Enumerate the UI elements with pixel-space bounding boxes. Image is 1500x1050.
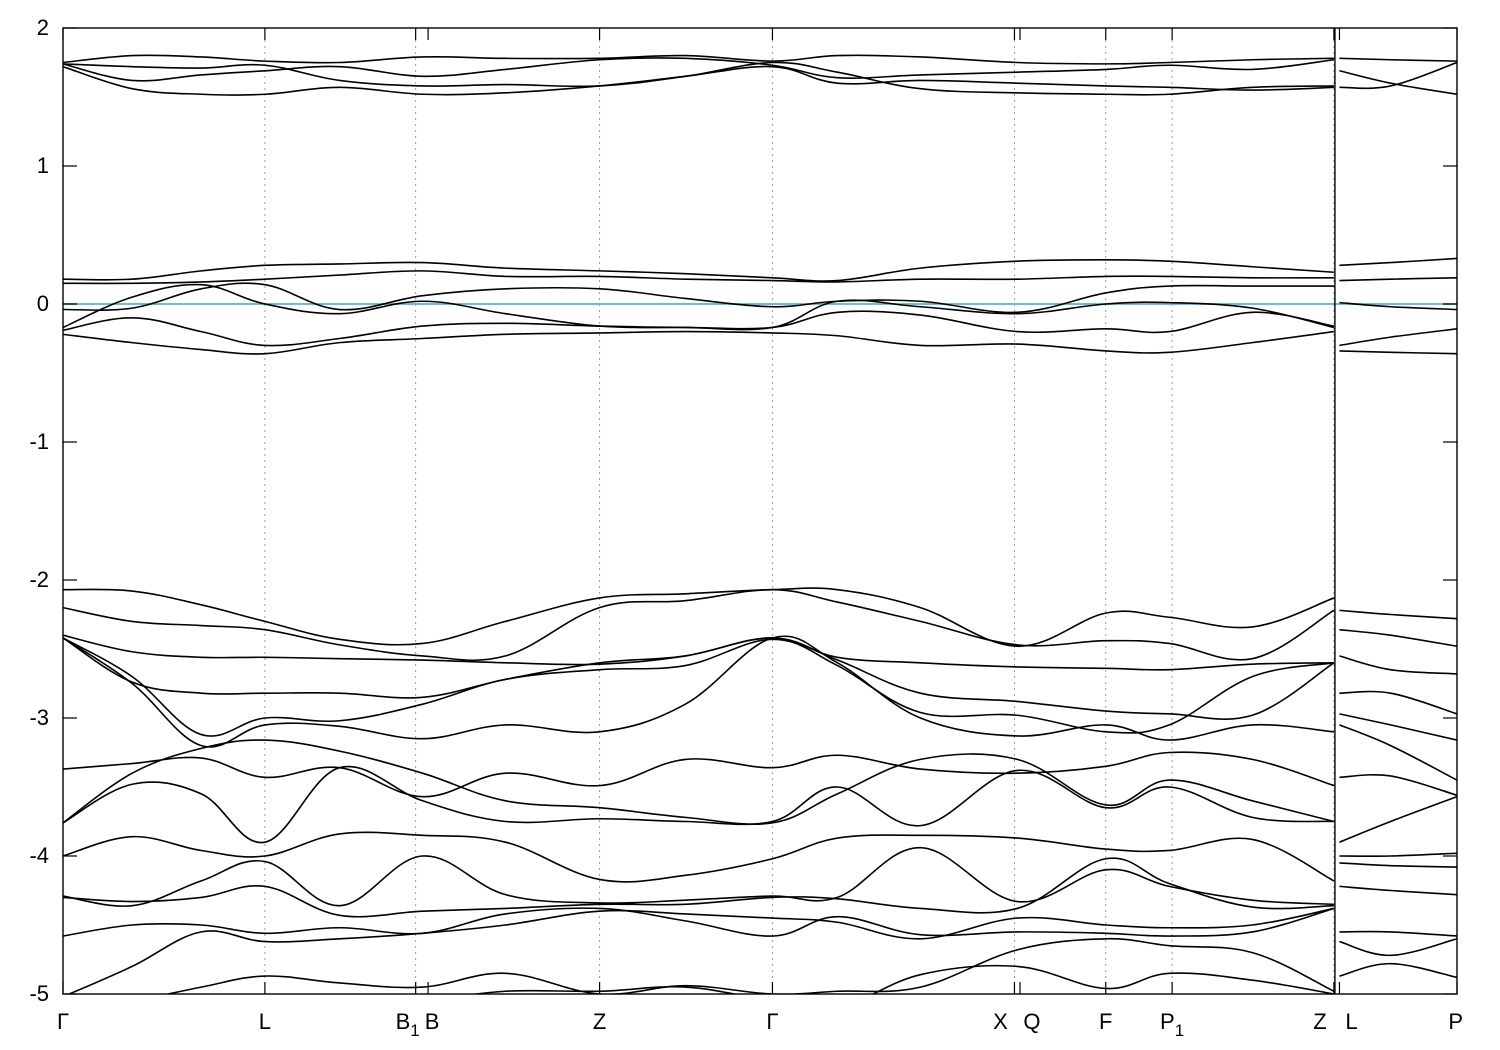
band-line [1339,795,1457,843]
band-line [1339,962,1457,979]
band-line [1339,773,1457,797]
y-tick-label: -4 [29,843,49,868]
y-tick-label: 0 [37,291,49,316]
band-line [67,907,1335,994]
band-line [63,846,1334,907]
band-line [164,937,1335,994]
band-line [63,765,1334,844]
plot-border [62,27,1458,995]
band-line [63,259,1334,282]
band-line [1339,690,1457,715]
band-line [1339,852,1457,858]
band-line [63,587,1335,648]
band-line [1339,301,1457,311]
band-line [1339,276,1457,282]
x-axis-ticks: Γ L B1 B Z Γ X Q F P1 Z L P [57,28,1463,1040]
y-tick-label: -5 [29,981,49,1006]
band-line [1339,655,1457,675]
band-line [63,857,1334,918]
x-tick-label: B1 [396,1009,420,1040]
band-line [63,637,1335,737]
band-line [63,282,1334,314]
band-line [1339,70,1457,96]
x-tick-label: L [259,1009,271,1034]
band-lines [63,54,1457,994]
x-tick-label: L [1345,1009,1357,1034]
band-line [63,310,1335,347]
band-line [1339,930,1457,937]
band-line [63,751,1335,798]
x-tick-label: P1 [1160,1009,1184,1040]
band-line [63,635,1334,748]
band-line [63,54,1334,65]
band-line [1339,885,1457,896]
x-tick-label: Z [1313,1009,1326,1034]
x-tick-label: Z [593,1009,606,1034]
band-line [1339,724,1457,781]
x-tick-label: Q [1023,1009,1040,1034]
x-tick-label: F [1099,1009,1112,1034]
band-line [63,330,1335,355]
band-line [1339,328,1457,347]
band-line [1339,938,1457,957]
band-line [63,907,1335,937]
y-axis-ticks: 2 1 0 -1 -2 -3 -4 -5 [29,15,1457,1006]
band-line [1339,628,1457,648]
y-tick-label: -3 [29,705,49,730]
x-tick-label: Γ [766,1009,778,1034]
band-line [63,588,1335,662]
band-line [1339,57,1457,62]
band-line [63,270,1334,285]
band-line [63,57,1335,82]
band-line [63,831,1335,883]
band-line [1339,713,1457,741]
kpoint-gridlines [264,28,1335,994]
x-tick-label: X [993,1009,1008,1034]
plot-frame [62,27,1458,995]
band-line [63,61,1334,96]
y-tick-label: 2 [37,15,49,40]
band-line [1339,609,1457,620]
x-tick-label: Γ [57,1009,69,1034]
band-line [1339,862,1457,868]
band-line [1339,61,1457,90]
y-tick-label: -1 [29,429,49,454]
band-line [63,283,1335,331]
x-tick-label: P [1448,1009,1463,1034]
band-line [470,964,1335,994]
band-line [1339,257,1457,267]
y-tick-label: -2 [29,567,49,592]
band-line [63,739,1335,825]
band-line [1339,350,1457,355]
band-line [63,637,1335,720]
x-tick-label: B [425,1009,440,1034]
y-tick-label: 1 [37,153,49,178]
